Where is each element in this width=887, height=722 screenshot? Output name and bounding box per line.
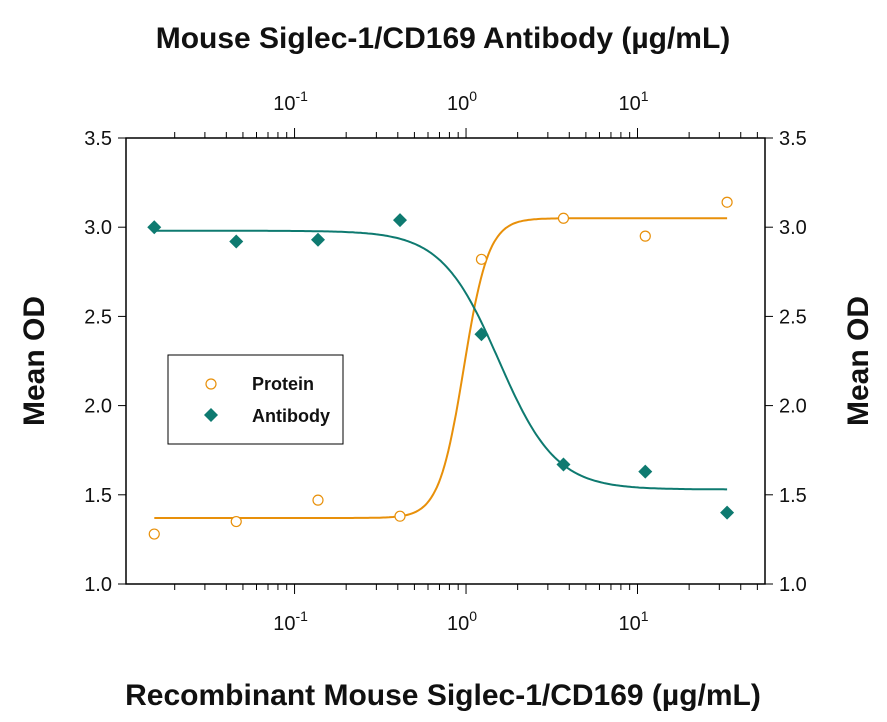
legend-label-protein: Protein — [252, 374, 314, 394]
y-tick-label-left: 3.0 — [84, 217, 112, 239]
x-axis-label: Recombinant Mouse Siglec-1/CD169 (µg/mL) — [125, 679, 761, 712]
y-tick-label-right: 3.0 — [779, 217, 807, 239]
data-point-protein — [639, 230, 651, 242]
y-tick-label-right: 1.5 — [779, 485, 807, 507]
data-point-protein — [557, 212, 570, 224]
data-point-protein — [721, 196, 733, 208]
data-point-antibody — [229, 234, 244, 249]
y-tick-label-left: 2.0 — [84, 396, 112, 418]
y-tick-label-right: 2.0 — [779, 396, 807, 418]
legend-marker-protein — [205, 378, 217, 390]
y-tick-label-right: 2.5 — [779, 306, 807, 328]
data-point-antibody — [556, 457, 571, 472]
data-point-protein — [475, 253, 488, 265]
data-point-antibody — [638, 464, 653, 479]
data-point-protein — [312, 494, 324, 506]
x-tick-label-bottom: 100 — [447, 608, 477, 635]
data-point-antibody — [474, 327, 489, 342]
legend-marker-antibody — [204, 408, 218, 422]
x-tick-label-bottom: 101 — [618, 608, 648, 635]
data-point-antibody — [310, 232, 325, 247]
fit-curve-antibody — [154, 229, 728, 491]
plot-frame — [125, 137, 766, 585]
fit-curve-protein — [154, 217, 728, 519]
x-tick-label-top: 101 — [618, 88, 648, 115]
chart-title: Mouse Siglec-1/CD169 Antibody (µg/mL) — [156, 22, 731, 55]
data-point-protein — [230, 515, 242, 528]
y-tick-label-left: 3.5 — [84, 128, 112, 150]
y-axis-label-right: Mean OD — [842, 296, 875, 426]
y-tick-label-left: 1.0 — [84, 574, 112, 596]
legend: Protein Antibody — [167, 354, 344, 445]
x-tick-label-top: 10-1 — [273, 88, 308, 115]
data-point-protein — [394, 510, 406, 522]
y-tick-label-right: 3.5 — [779, 128, 807, 150]
x-tick-label-top: 100 — [447, 88, 477, 115]
y-tick-label-left: 2.5 — [84, 306, 112, 328]
data-point-antibody — [392, 213, 407, 228]
data-point-protein — [148, 528, 160, 540]
y-axis-label-left: Mean OD — [18, 296, 51, 426]
data-point-antibody — [720, 505, 735, 520]
legend-label-antibody: Antibody — [252, 406, 330, 426]
x-tick-label-bottom: 10-1 — [273, 608, 308, 635]
y-tick-label-right: 1.0 — [779, 574, 807, 596]
data-point-antibody — [147, 220, 162, 235]
y-tick-label-left: 1.5 — [84, 485, 112, 507]
